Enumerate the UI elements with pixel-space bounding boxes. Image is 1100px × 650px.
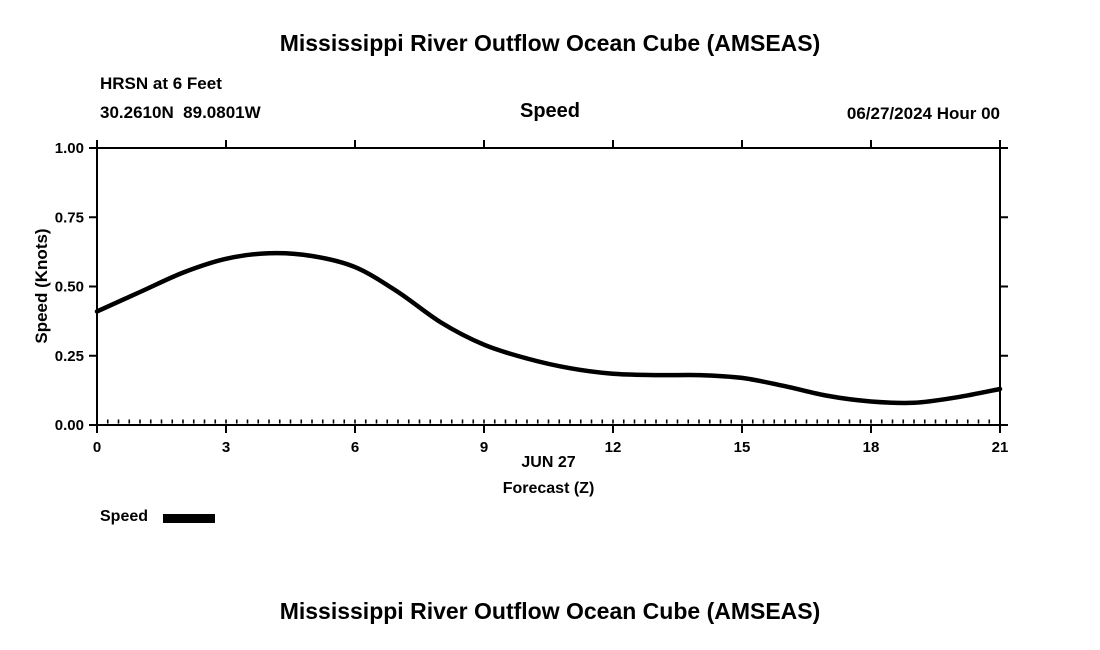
y-axis-label: Speed (Knots) bbox=[32, 228, 51, 344]
legend-line-swatch bbox=[163, 514, 215, 523]
x-tick-label: 12 bbox=[605, 439, 622, 456]
footer-title: Mississippi River Outflow Ocean Cube (AM… bbox=[279, 598, 821, 624]
x-tick-label: 6 bbox=[351, 439, 359, 456]
station-coordinates: 30.2610N 89.0801W bbox=[100, 103, 261, 122]
station-name: HRSN at 6 Feet bbox=[100, 74, 222, 93]
speed-line bbox=[94, 250, 1003, 406]
x-tick-label: 18 bbox=[863, 439, 880, 456]
y-tick-label: 0.75 bbox=[55, 209, 84, 226]
panel-label: Speed bbox=[519, 100, 581, 122]
chart-title: Mississippi River Outflow Ocean Cube (AM… bbox=[279, 30, 821, 56]
x-axis-label: Forecast (Z) bbox=[502, 480, 595, 497]
datetime-label: 06/27/2024 Hour 00 bbox=[846, 104, 1000, 123]
x-axis-sublabel: JUN 27 bbox=[521, 454, 576, 471]
legend-label: Speed bbox=[100, 508, 149, 525]
y-tick-label: 0.00 bbox=[55, 417, 84, 434]
plot-border bbox=[96, 147, 1001, 426]
y-tick-label: 0.50 bbox=[55, 279, 84, 296]
x-tick-label: 0 bbox=[93, 439, 101, 456]
x-tick-label: 3 bbox=[222, 439, 230, 456]
x-tick-label: 9 bbox=[480, 439, 488, 456]
x-tick-label: 15 bbox=[734, 439, 751, 456]
y-tick-label: 1.00 bbox=[55, 140, 84, 157]
x-tick-label: 21 bbox=[992, 439, 1009, 456]
y-tick-label: 0.25 bbox=[55, 348, 84, 365]
